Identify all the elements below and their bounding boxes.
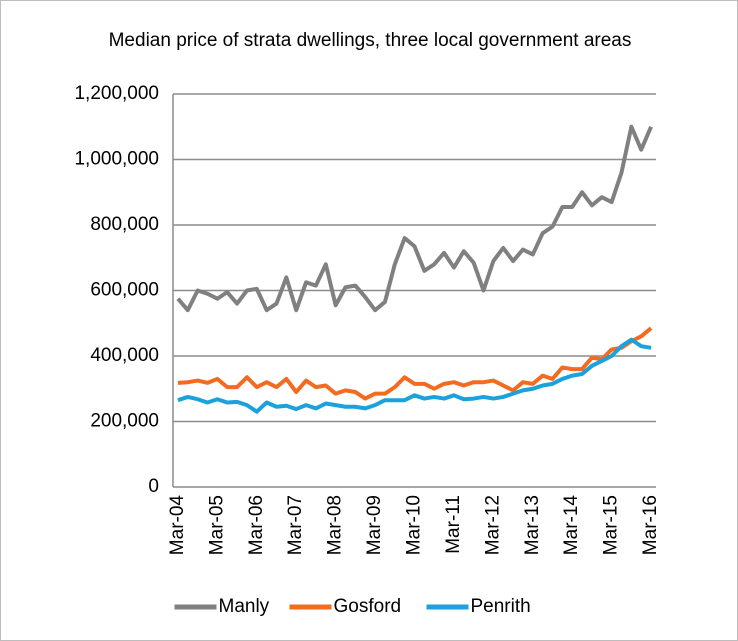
y-tick-label: 400,000 [90, 345, 159, 366]
x-tick-label: Mar-10 [404, 495, 425, 555]
x-tick-label: Mar-06 [246, 495, 267, 555]
y-tick-label: 0 [148, 476, 159, 497]
x-tick-label: Mar-14 [561, 495, 582, 556]
y-tick-label: 800,000 [90, 214, 159, 235]
x-tick-label: Mar-09 [364, 495, 385, 555]
legend-label: Penrith [471, 596, 531, 617]
y-tick-label: 1,000,000 [74, 149, 159, 170]
x-tick-label: Mar-08 [325, 495, 346, 555]
x-tick-label: Mar-07 [285, 495, 306, 555]
x-tick-label: Mar-16 [640, 495, 661, 555]
x-tick-label: Mar-11 [443, 495, 464, 554]
series-line [177, 326, 653, 401]
y-tick-label: 600,000 [90, 280, 159, 301]
x-tick-label: Mar-12 [482, 495, 503, 555]
chart-title: Median price of strata dwellings, three … [108, 30, 632, 51]
x-tick-label: Mar-15 [601, 495, 622, 555]
series-line [176, 124, 653, 313]
x-tick-label: Mar-05 [206, 495, 227, 555]
y-tick-label: 1,200,000 [74, 83, 159, 104]
x-tick-label: Mar-13 [522, 495, 543, 555]
y-tick-label: 200,000 [90, 411, 159, 432]
legend-label: Manly [219, 596, 270, 617]
x-tick-label: Mar-04 [167, 495, 188, 556]
legend-label: Gosford [334, 596, 402, 617]
series-line [177, 337, 652, 414]
